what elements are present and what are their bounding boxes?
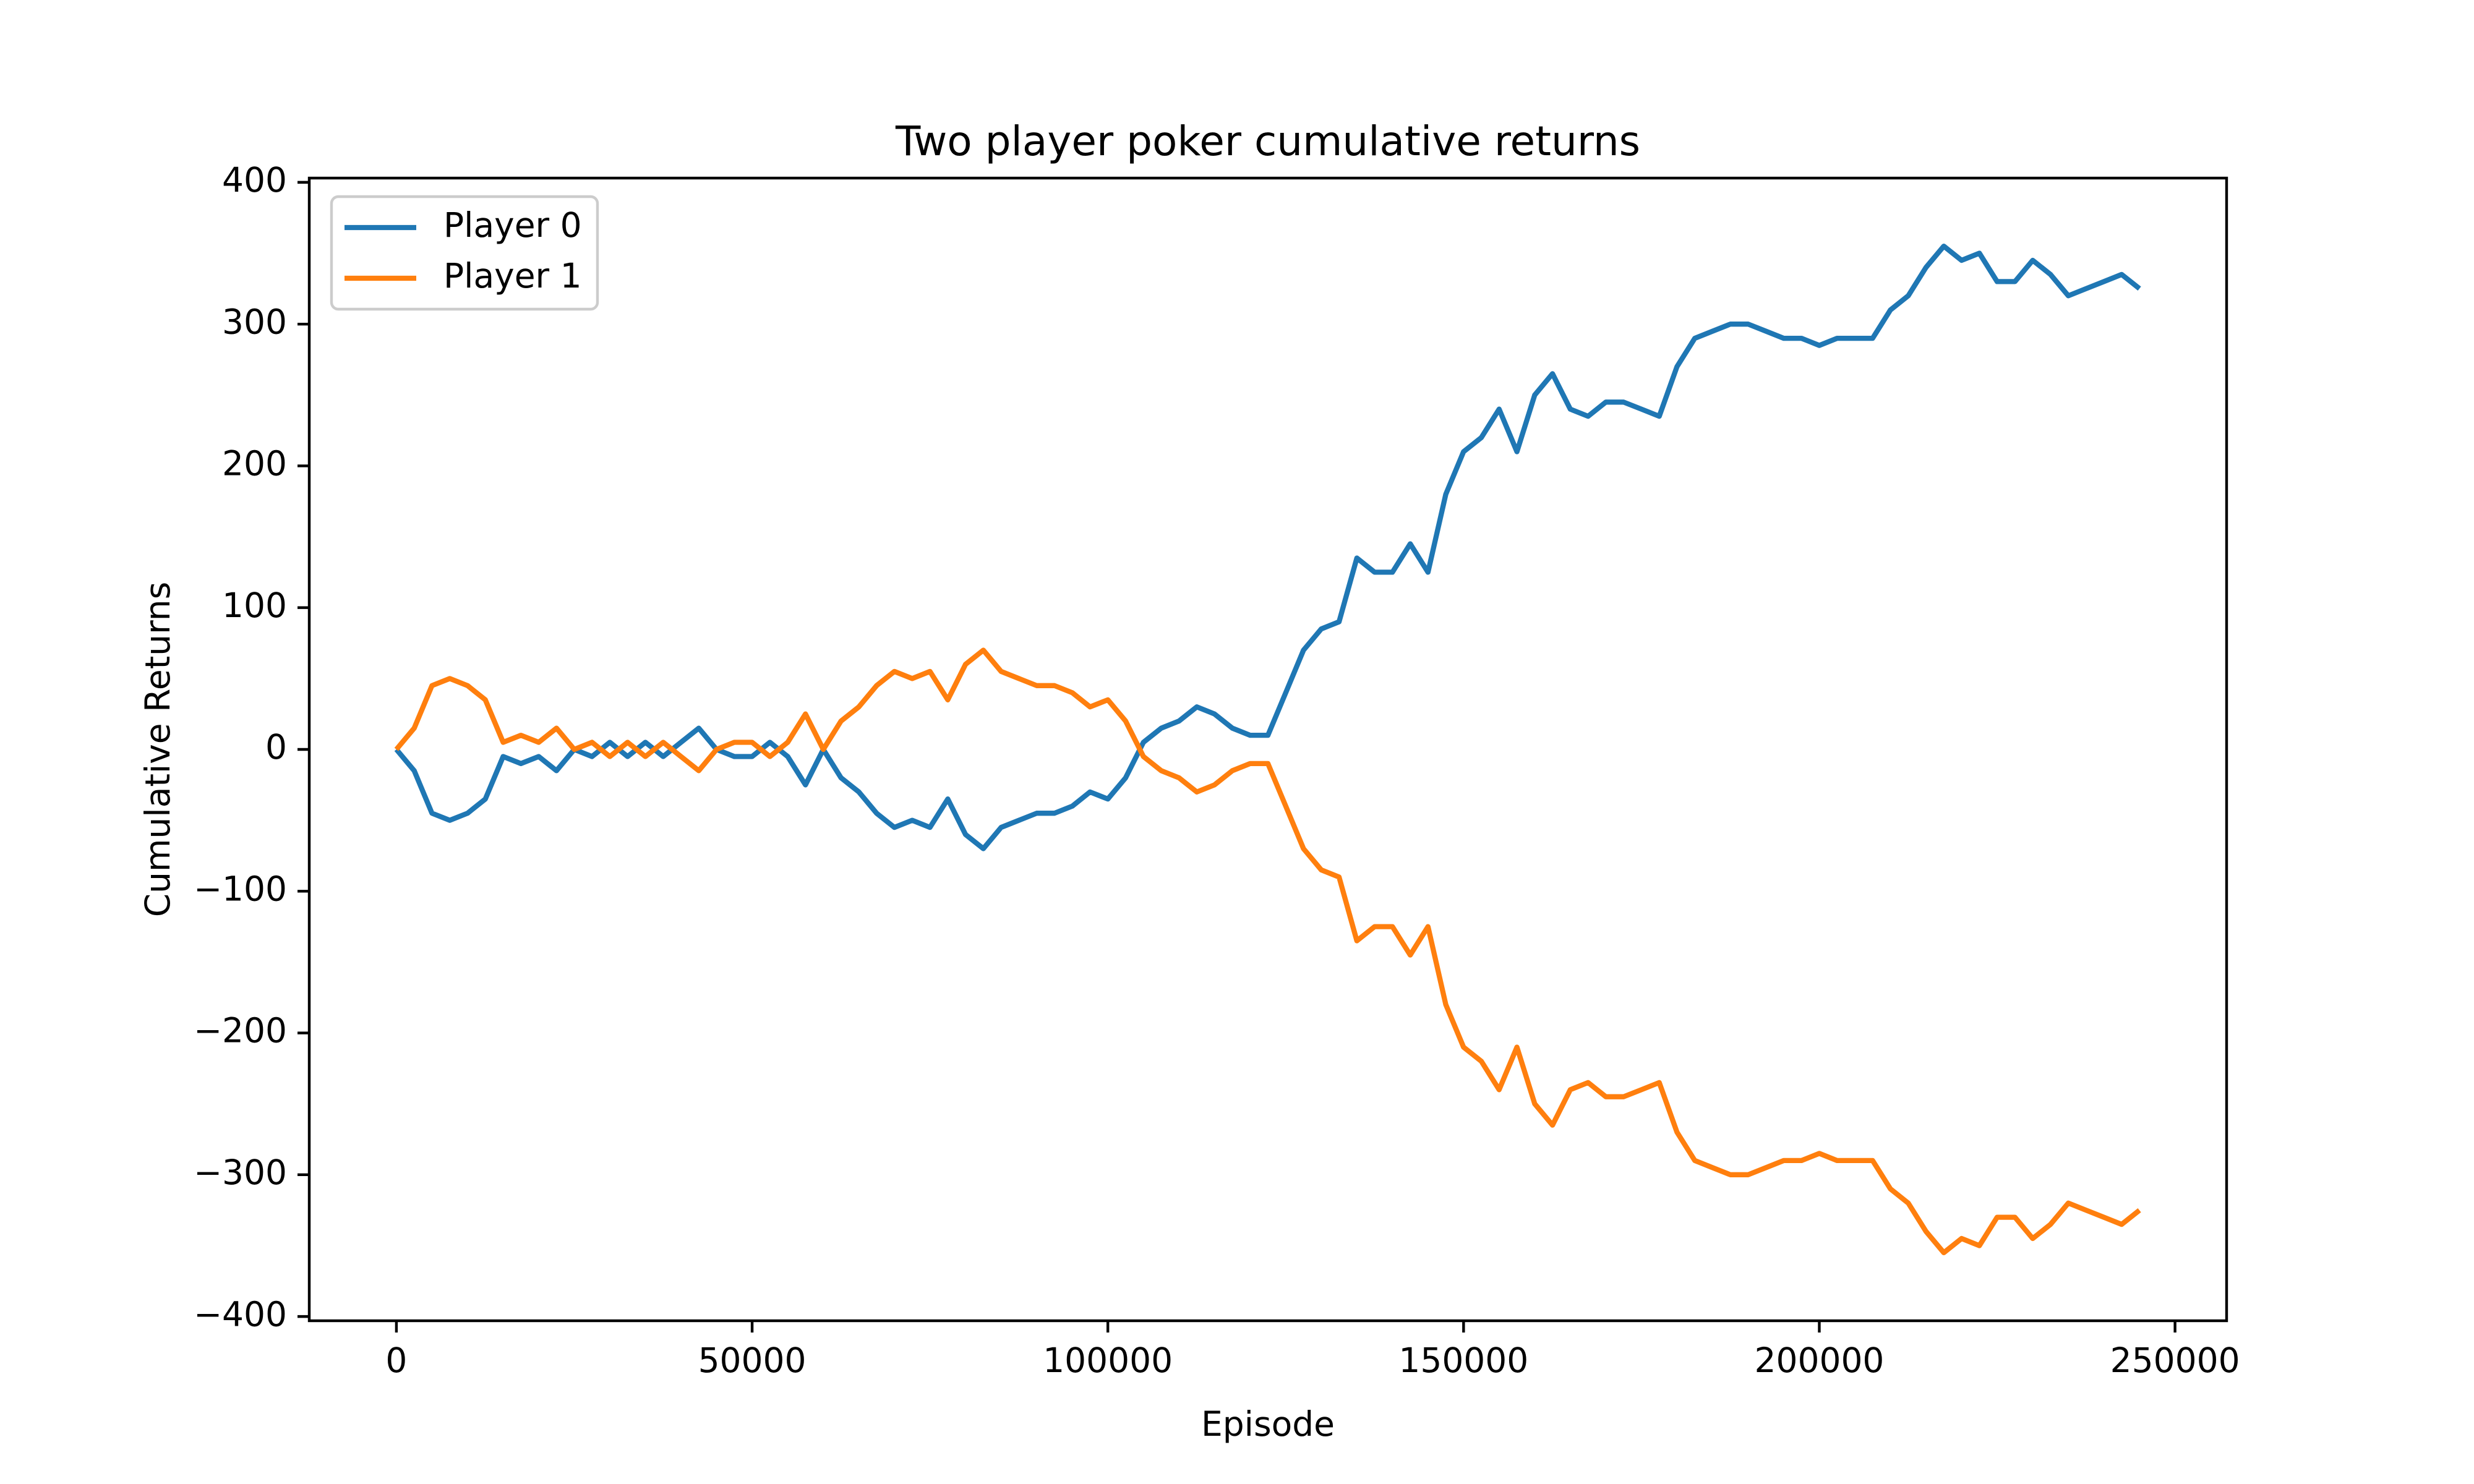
- axes-frame: [307, 176, 2228, 1323]
- x-tick-label: 50000: [698, 1341, 807, 1380]
- y-tick-label: −100: [194, 869, 287, 908]
- data-line: [394, 243, 2141, 851]
- x-tick-label: 150000: [1398, 1341, 1528, 1380]
- legend-label: Player 0: [443, 205, 582, 245]
- y-tick-label: −300: [194, 1153, 287, 1192]
- x-tick-label: 0: [385, 1341, 407, 1380]
- x-tick-label: 250000: [2110, 1341, 2240, 1380]
- x-tick-label: 200000: [1754, 1341, 1884, 1380]
- y-tick-label: 200: [222, 444, 287, 484]
- legend-box: [330, 195, 599, 311]
- y-tick-label: −200: [194, 1011, 287, 1051]
- legend-label: Player 1: [443, 256, 582, 296]
- x-axis-label: Episode: [1201, 1404, 1335, 1444]
- y-tick-label: −400: [194, 1294, 287, 1334]
- chart-title: Two player poker cumulative returns: [895, 117, 1640, 165]
- x-tick-label: 100000: [1043, 1341, 1173, 1380]
- y-tick-label: 400: [222, 160, 287, 200]
- y-tick-label: 100: [222, 586, 287, 625]
- y-tick-label: 300: [222, 302, 287, 341]
- data-line: [394, 647, 2141, 1256]
- y-axis-label: Cumulative Returns: [138, 582, 178, 918]
- y-tick-label: 0: [265, 727, 287, 767]
